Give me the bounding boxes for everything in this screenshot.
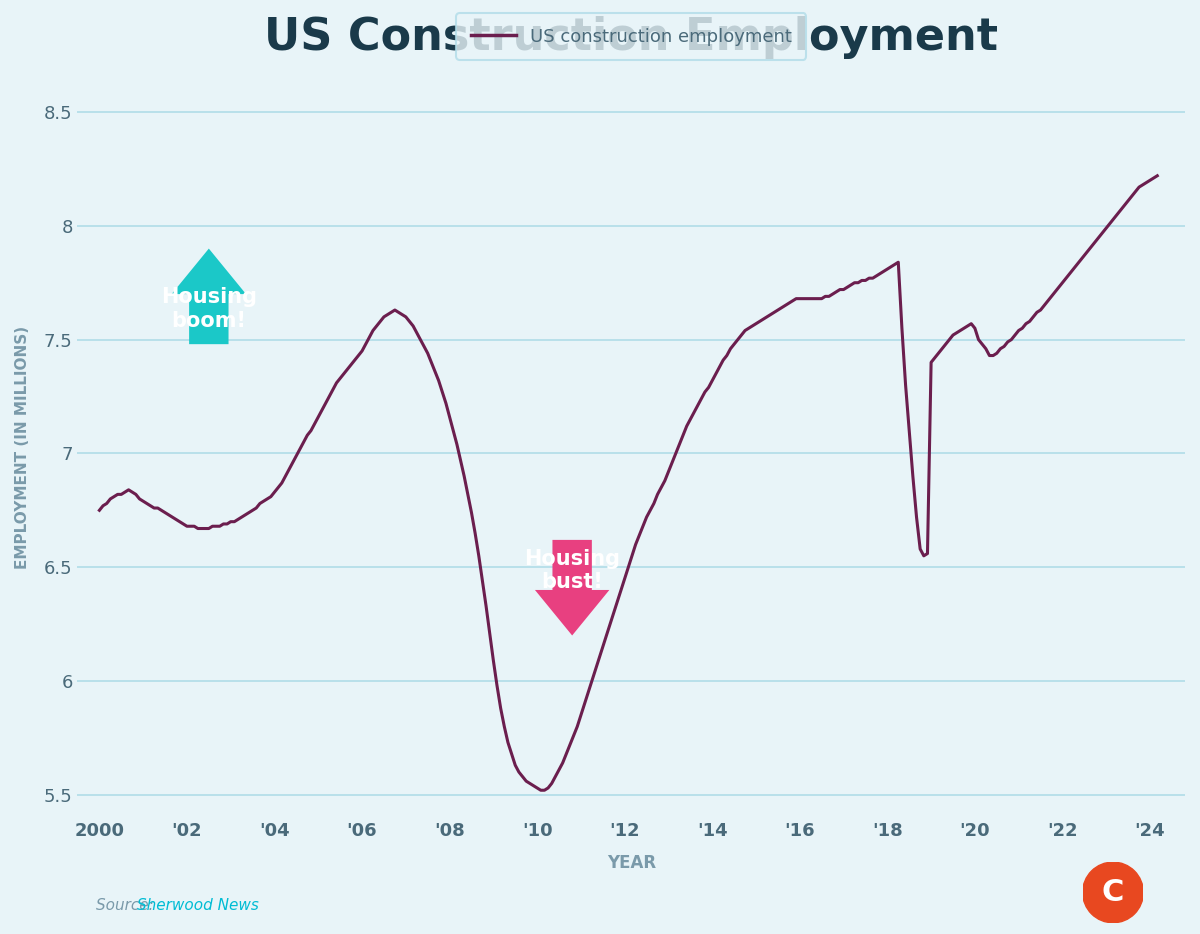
Y-axis label: EMPLOYMENT (IN MILLIONS): EMPLOYMENT (IN MILLIONS) bbox=[14, 326, 30, 570]
Title: US Construction Employment: US Construction Employment bbox=[264, 16, 998, 59]
Polygon shape bbox=[535, 540, 610, 635]
Text: Housing
boom!: Housing boom! bbox=[161, 288, 257, 331]
Text: Source:: Source: bbox=[96, 899, 158, 913]
Text: Housing
bust!: Housing bust! bbox=[524, 549, 620, 592]
Text: C: C bbox=[1102, 878, 1124, 907]
Text: Sherwood News: Sherwood News bbox=[137, 899, 259, 913]
Polygon shape bbox=[172, 248, 246, 344]
Circle shape bbox=[1082, 862, 1144, 923]
X-axis label: YEAR: YEAR bbox=[607, 855, 656, 872]
Legend: US construction employment: US construction employment bbox=[456, 13, 806, 60]
